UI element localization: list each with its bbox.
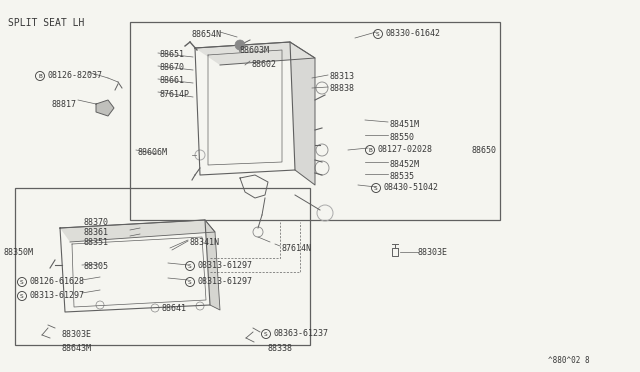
Text: 88650: 88650 bbox=[472, 146, 497, 155]
Text: 88817: 88817 bbox=[52, 100, 77, 109]
Text: 88303E: 88303E bbox=[418, 248, 448, 257]
Text: S: S bbox=[20, 279, 24, 285]
Text: 88602: 88602 bbox=[252, 60, 277, 69]
Text: 88654N: 88654N bbox=[192, 30, 222, 39]
Text: 88838: 88838 bbox=[330, 84, 355, 93]
Text: 08126-61628: 08126-61628 bbox=[29, 278, 84, 286]
Text: 88643M: 88643M bbox=[62, 344, 92, 353]
Text: 88350M: 88350M bbox=[3, 248, 33, 257]
Text: 08313-61297: 08313-61297 bbox=[29, 292, 84, 301]
Text: 88303E: 88303E bbox=[62, 330, 92, 339]
Text: 08313-61297: 08313-61297 bbox=[198, 278, 253, 286]
Text: 88535: 88535 bbox=[390, 172, 415, 181]
Text: 08363-61237: 08363-61237 bbox=[273, 330, 328, 339]
Text: SPLIT SEAT LH: SPLIT SEAT LH bbox=[8, 18, 84, 28]
Text: ^880^02 8: ^880^02 8 bbox=[548, 356, 590, 365]
Text: 88603M: 88603M bbox=[240, 46, 270, 55]
Text: 08127-02028: 08127-02028 bbox=[378, 145, 433, 154]
Polygon shape bbox=[290, 42, 315, 185]
Text: 88451M: 88451M bbox=[390, 120, 420, 129]
Text: 88550: 88550 bbox=[390, 133, 415, 142]
Text: 88338: 88338 bbox=[268, 344, 293, 353]
Polygon shape bbox=[96, 100, 114, 116]
Polygon shape bbox=[195, 42, 315, 65]
Text: S: S bbox=[188, 279, 192, 285]
Text: 08313-61297: 08313-61297 bbox=[198, 262, 253, 270]
Text: 08430-51042: 08430-51042 bbox=[383, 183, 438, 192]
Text: 87614N: 87614N bbox=[282, 244, 312, 253]
Text: S: S bbox=[188, 263, 192, 269]
Text: 87614P: 87614P bbox=[160, 90, 190, 99]
Text: 08126-82037: 08126-82037 bbox=[47, 71, 102, 80]
Text: 88370: 88370 bbox=[84, 218, 109, 227]
Text: 88305: 88305 bbox=[84, 262, 109, 271]
Text: 88606M: 88606M bbox=[138, 148, 168, 157]
Text: 88651: 88651 bbox=[160, 50, 185, 59]
Text: 88661: 88661 bbox=[160, 76, 185, 85]
Text: S: S bbox=[374, 186, 378, 190]
Text: B: B bbox=[38, 74, 42, 78]
Text: B: B bbox=[368, 148, 372, 153]
Text: S: S bbox=[264, 331, 268, 337]
Polygon shape bbox=[205, 220, 220, 310]
Text: 88670: 88670 bbox=[160, 63, 185, 72]
Circle shape bbox=[235, 40, 245, 50]
Text: 88361: 88361 bbox=[84, 228, 109, 237]
Text: 88341N: 88341N bbox=[190, 238, 220, 247]
Text: 88313: 88313 bbox=[330, 72, 355, 81]
Bar bbox=[15, 188, 310, 345]
Polygon shape bbox=[60, 220, 215, 242]
Text: 88452M: 88452M bbox=[390, 160, 420, 169]
Text: 08330-61642: 08330-61642 bbox=[385, 29, 440, 38]
Bar bbox=[130, 22, 500, 220]
Text: S: S bbox=[20, 294, 24, 298]
Text: 88641: 88641 bbox=[162, 304, 187, 313]
Text: S: S bbox=[376, 32, 380, 36]
Text: 88351: 88351 bbox=[84, 238, 109, 247]
